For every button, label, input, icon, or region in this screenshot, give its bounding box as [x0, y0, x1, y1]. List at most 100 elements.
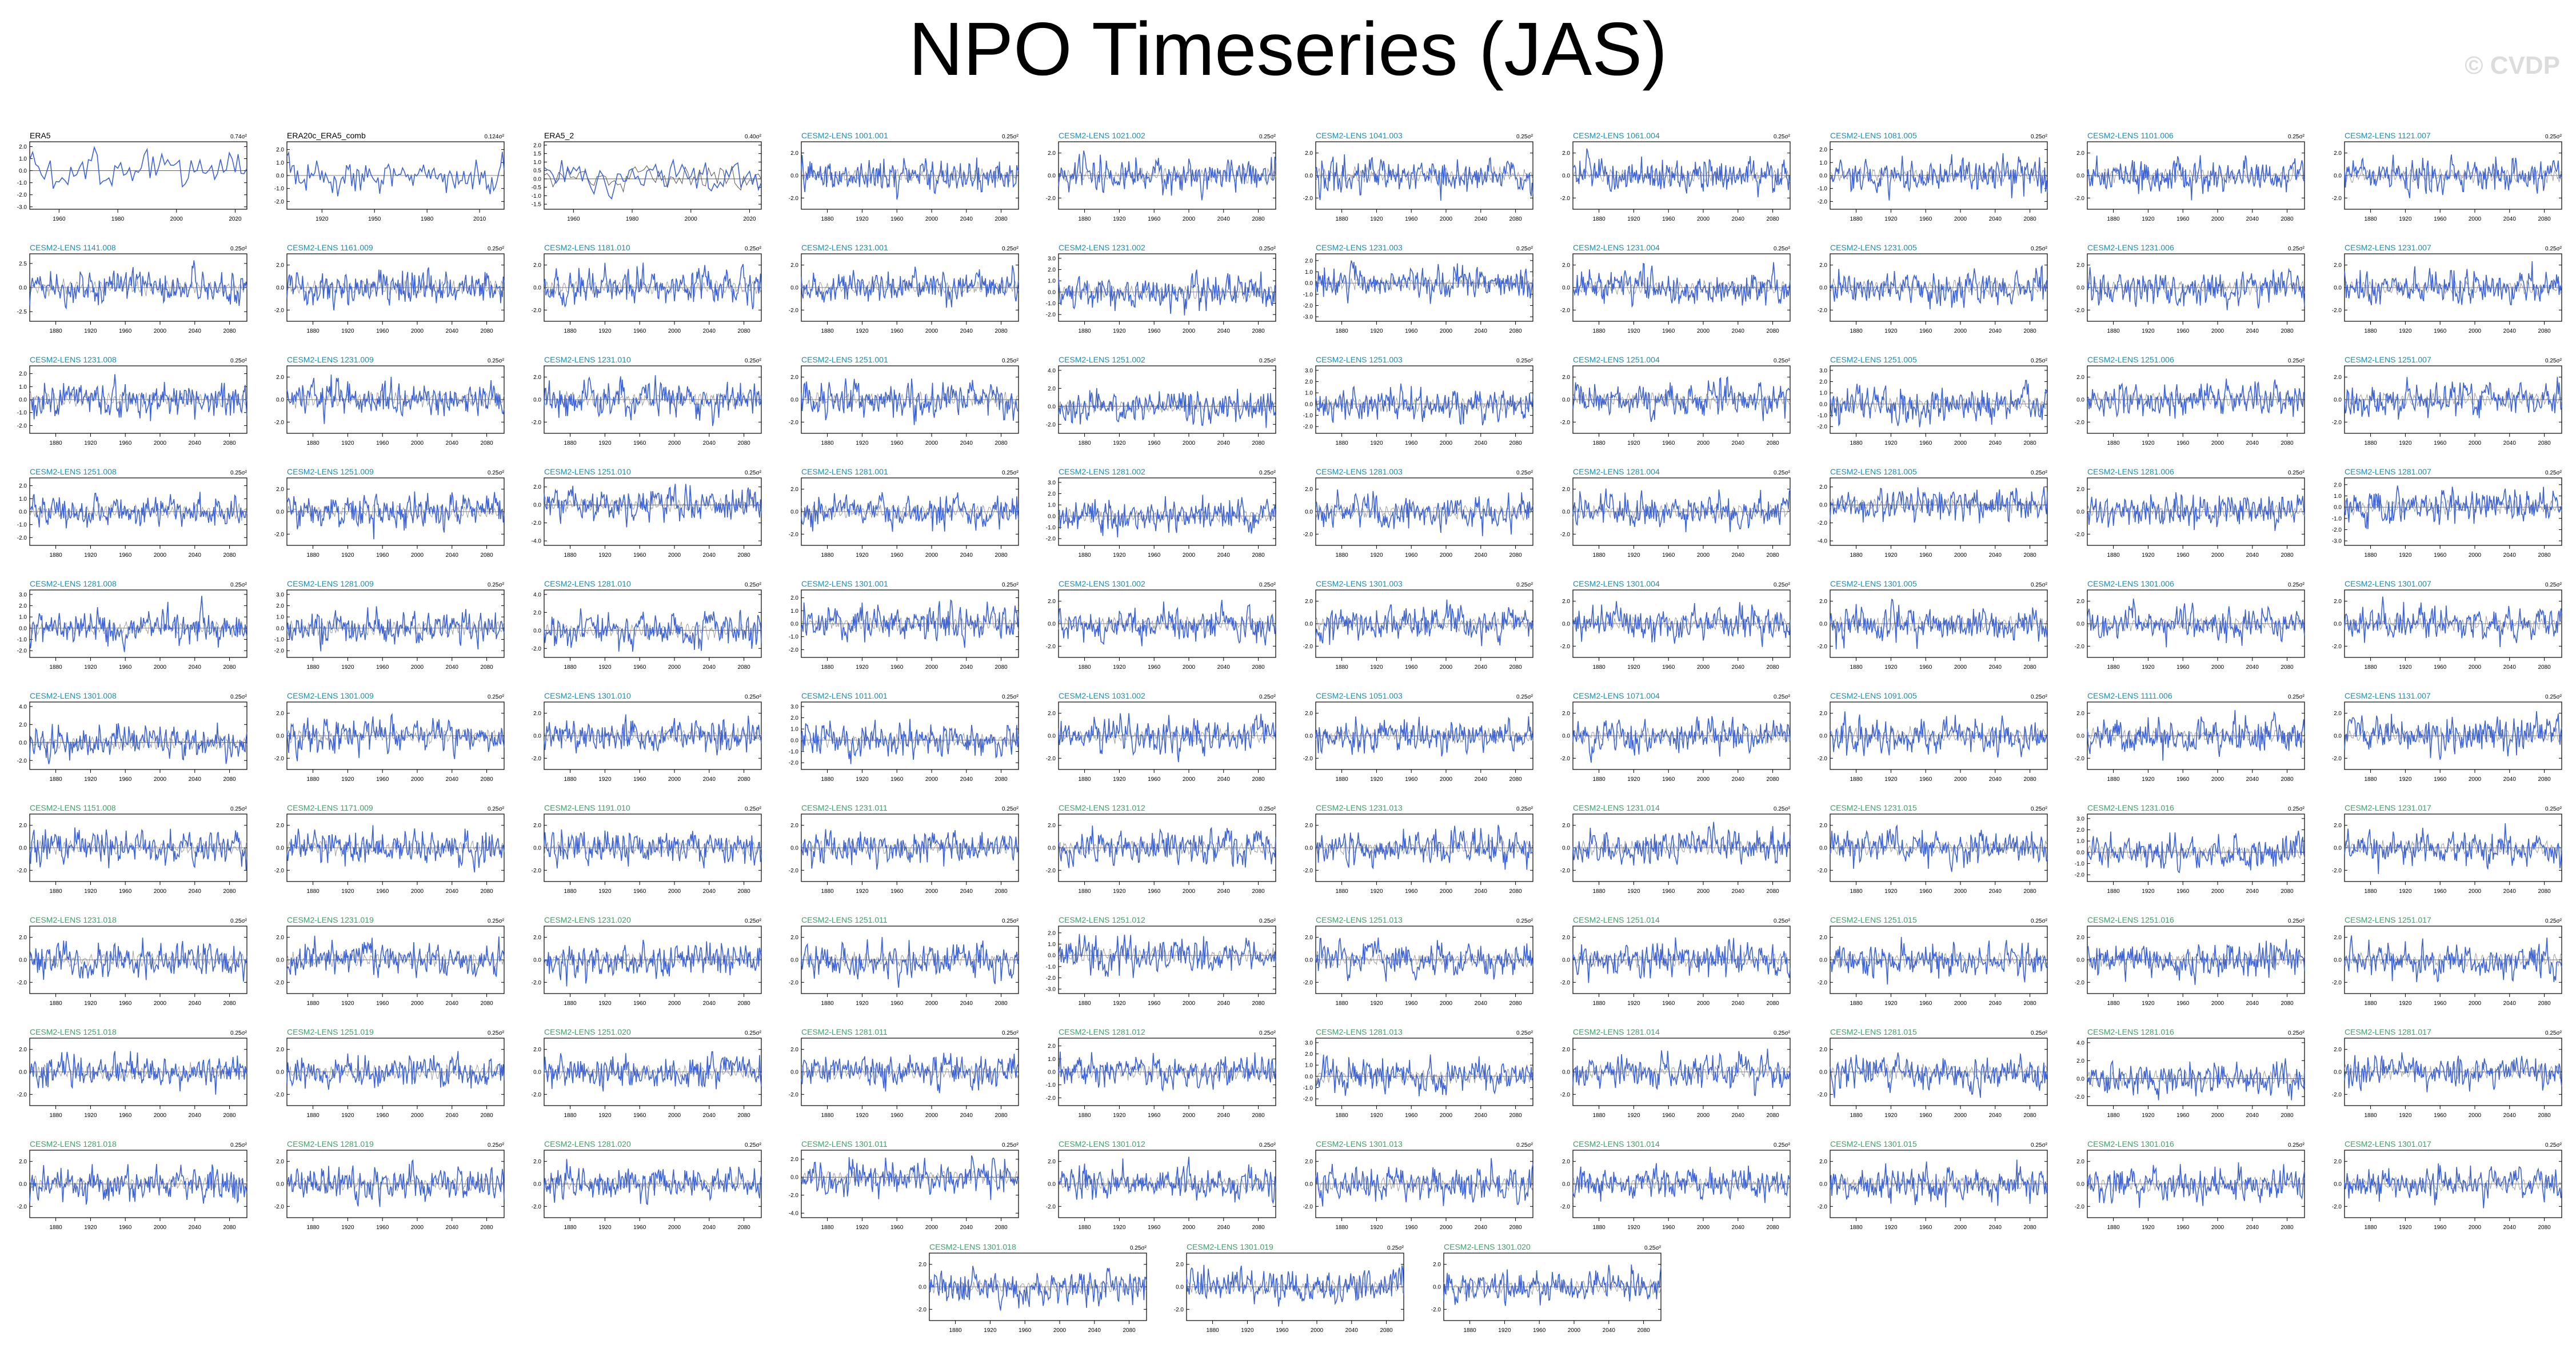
- y-tick-label: 0.0: [790, 1175, 798, 1181]
- y-tick-label: 2.0: [19, 823, 27, 829]
- y-tick-label: 2.0: [1305, 599, 1313, 605]
- series-line: [29, 827, 247, 870]
- y-tick-label: 0.0: [276, 509, 284, 516]
- panel-variance-label: 0.25σ²: [1774, 582, 1791, 588]
- y-tick-label: -2.0: [1046, 312, 1056, 318]
- x-tick-label: 1920: [598, 440, 612, 446]
- x-tick-label: 1920: [856, 888, 869, 895]
- x-tick-label: 2040: [703, 1112, 716, 1119]
- series-line: [286, 491, 505, 540]
- y-tick-label: -2.0: [1818, 868, 1828, 874]
- y-tick-label: -2.0: [1560, 1092, 1571, 1098]
- x-tick-label: 2040: [446, 664, 459, 671]
- x-tick-label: 2040: [703, 328, 716, 334]
- panel-variance-label: 0.25σ²: [230, 358, 247, 364]
- x-tick-label: 2000: [1954, 1112, 1967, 1119]
- x-tick-label: 2040: [2503, 440, 2517, 446]
- panel-variance-label: 0.25σ²: [1516, 246, 1533, 252]
- y-tick-label: 2.0: [533, 711, 541, 717]
- x-tick-label: 2040: [189, 888, 202, 895]
- x-tick-label: 1880: [2107, 888, 2120, 895]
- x-tick-label: 2040: [2246, 1112, 2259, 1119]
- x-tick-label: 1920: [341, 328, 354, 334]
- series-line: [801, 155, 1019, 200]
- series-line: [286, 935, 505, 978]
- y-tick-label: -2.0: [1303, 303, 1313, 309]
- y-tick-label: -4.0: [1818, 539, 1828, 545]
- x-tick-label: 1960: [2176, 776, 2190, 783]
- panel: CESM2-LENS 1231.018 0.25σ² 2.0 0.0 -2.0 1880 1…: [17, 915, 247, 1007]
- x-tick-label: 2080: [223, 440, 236, 446]
- y-tick-label: 2.0: [1433, 1262, 1441, 1268]
- series-line: [1315, 599, 1533, 647]
- x-tick-label: 1920: [1370, 1225, 1383, 1231]
- x-tick-label: 2080: [2281, 328, 2294, 334]
- panel-title: CESM2-LENS 1301.007: [2345, 579, 2431, 588]
- series-line: [286, 606, 505, 652]
- panel-variance-label: 0.25σ²: [1516, 806, 1533, 812]
- x-tick-label: 1920: [2142, 664, 2155, 671]
- series-line: [2087, 939, 2305, 985]
- x-tick-label: 1880: [821, 216, 834, 222]
- x-tick-label: 2000: [411, 1000, 424, 1007]
- y-tick-label: -2.0: [1560, 308, 1571, 314]
- y-tick-label: 1.0: [1819, 390, 1827, 397]
- panel-title: CESM2-LENS 1281.004: [1573, 467, 1660, 476]
- reference-series-line: [801, 615, 1019, 632]
- x-tick-label: 2080: [480, 440, 493, 446]
- y-tick-label: 2.0: [1048, 491, 1056, 497]
- panel: CESM2-LENS 1051.003 0.25σ² 2.0 0.0 -2.0 1880 1…: [1303, 691, 1533, 783]
- y-tick-label: -2.0: [1560, 756, 1571, 762]
- x-tick-label: 2040: [189, 328, 202, 334]
- y-tick-label: -2.0: [1046, 1204, 1056, 1210]
- x-tick-label: 1880: [821, 776, 834, 783]
- panel-title: CESM2-LENS 1231.004: [1573, 243, 1660, 252]
- x-tick-label: 2040: [1217, 328, 1231, 334]
- x-tick-label: 1880: [1463, 1327, 1476, 1334]
- x-tick-label: 1880: [2107, 440, 2120, 446]
- panel-variance-label: 0.25σ²: [1259, 470, 1276, 476]
- y-tick-label: 0.0: [2076, 958, 2084, 964]
- plot-frame: [544, 477, 762, 546]
- x-tick-label: 2080: [1509, 440, 1522, 446]
- x-tick-label: 2020: [229, 216, 242, 222]
- x-tick-label: 1920: [1884, 1112, 1898, 1119]
- x-tick-label: 1920: [2142, 1225, 2155, 1231]
- series-line: [1186, 1265, 1404, 1307]
- x-tick-label: 2080: [1509, 776, 1522, 783]
- x-tick-label: 1960: [1662, 440, 1675, 446]
- panel-title: CESM2-LENS 1081.005: [1830, 131, 1917, 140]
- x-tick-label: 2000: [668, 664, 681, 671]
- y-tick-label: -2.0: [1303, 532, 1313, 538]
- series-line: [544, 1051, 762, 1092]
- x-tick-label: 1960: [1405, 1112, 1418, 1119]
- panel-title: CESM2-LENS 1251.014: [1573, 915, 1660, 924]
- x-tick-label: 1920: [2142, 328, 2155, 334]
- series-line: [801, 265, 1019, 308]
- x-tick-label: 1880: [49, 552, 62, 559]
- reference-series-line: [1830, 395, 2048, 413]
- panel-title: CESM2-LENS 1061.004: [1573, 131, 1660, 140]
- y-tick-label: 2.0: [918, 1262, 926, 1268]
- panel: CESM2-LENS 1301.018 0.25σ² 2.0 0.0 -2.0 1880 1…: [917, 1242, 1147, 1334]
- y-tick-label: 0.0: [1305, 958, 1313, 964]
- series-line: [801, 829, 1019, 870]
- series-line: [2087, 1162, 2305, 1208]
- panel-title: CESM2-LENS 1231.008: [30, 355, 117, 364]
- y-tick-label: -2.0: [789, 532, 799, 538]
- x-tick-label: 2080: [2023, 552, 2036, 559]
- x-tick-label: 2040: [2246, 1225, 2259, 1231]
- x-tick-label: 1880: [1850, 1112, 1863, 1119]
- panel-variance-label: 0.25σ²: [745, 694, 762, 700]
- x-tick-label: 1920: [1370, 440, 1383, 446]
- panel-title: CESM2-LENS 1281.006: [2087, 467, 2174, 476]
- y-tick-label: -2.0: [274, 420, 285, 426]
- x-tick-label: 1960: [376, 328, 389, 334]
- x-tick-label: 1960: [2176, 1112, 2190, 1119]
- y-tick-label: -2.0: [1046, 644, 1056, 650]
- panel-variance-label: 0.25σ²: [488, 694, 505, 700]
- y-tick-label: -3.0: [1303, 314, 1313, 321]
- panel-title: CESM2-LENS 1031.002: [1059, 691, 1145, 700]
- y-tick-label: -2.0: [789, 1193, 799, 1199]
- x-tick-label: 1920: [2142, 776, 2155, 783]
